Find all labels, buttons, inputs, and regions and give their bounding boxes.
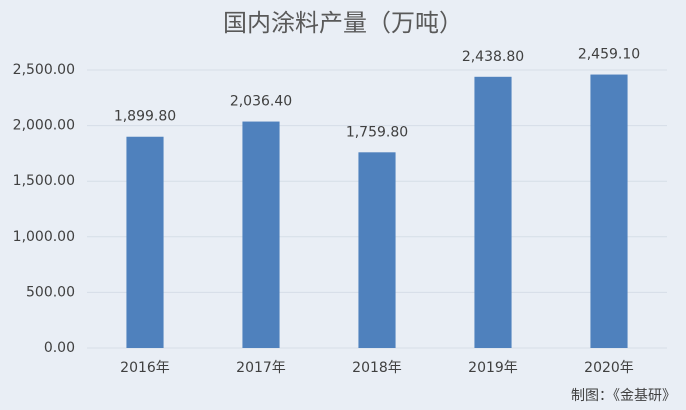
value-label: 2,036.40 bbox=[230, 94, 292, 110]
source-note: 制图：《金基研》 bbox=[571, 387, 676, 404]
y-tick-label: 0.00 bbox=[44, 340, 75, 356]
y-tick-label: 2,500.00 bbox=[13, 62, 75, 78]
value-label: 1,759.80 bbox=[346, 124, 408, 140]
bar bbox=[474, 76, 512, 348]
bar bbox=[126, 136, 164, 348]
x-tick-label: 2017年 bbox=[236, 360, 286, 376]
value-label: 1,899.80 bbox=[114, 109, 176, 125]
chart-title: 国内涂料产量（万吨） bbox=[223, 9, 463, 37]
bar bbox=[242, 121, 280, 348]
x-tick-label: 2019年 bbox=[468, 360, 518, 376]
x-tick-label: 2018年 bbox=[352, 360, 402, 376]
y-tick-label: 500.00 bbox=[26, 284, 75, 300]
bar bbox=[590, 74, 628, 348]
y-tick-label: 2,000.00 bbox=[13, 118, 75, 134]
y-tick-label: 1,500.00 bbox=[13, 173, 75, 189]
y-tick-label: 1,000.00 bbox=[13, 229, 75, 245]
x-tick-label: 2016年 bbox=[120, 360, 170, 376]
value-label: 2,438.80 bbox=[462, 49, 524, 65]
bar bbox=[358, 152, 396, 348]
x-tick-label: 2020年 bbox=[584, 360, 634, 376]
value-label: 2,459.10 bbox=[578, 47, 640, 63]
